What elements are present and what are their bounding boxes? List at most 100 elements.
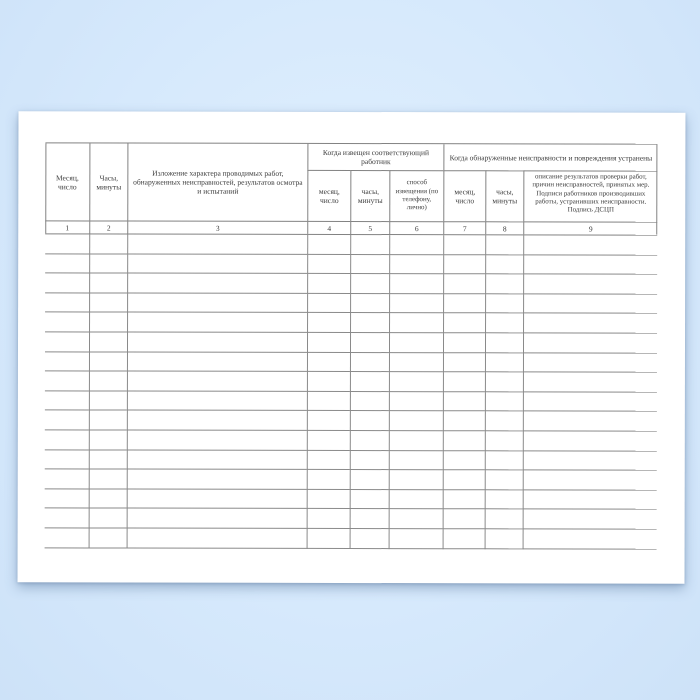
empty-cell (388, 352, 443, 373)
empty-cell (126, 508, 307, 529)
empty-cell (127, 234, 308, 255)
empty-cell (126, 352, 307, 373)
column-number-1: 1 (45, 220, 90, 234)
empty-cell (523, 313, 658, 334)
header-cell-fixed-month-day: месяц, число (443, 170, 486, 222)
empty-cell (89, 254, 128, 274)
header-right-border (656, 144, 658, 235)
empty-cell (442, 431, 485, 451)
empty-cell (442, 470, 485, 490)
empty-cell (388, 509, 443, 530)
empty-cell (389, 254, 444, 275)
empty-cell (388, 528, 443, 549)
empty-cell (126, 371, 307, 392)
empty-cell (484, 411, 523, 432)
empty-cell (388, 489, 443, 510)
empty-cell (484, 431, 523, 451)
empty-cell (485, 313, 524, 334)
column-number-8: 8 (485, 221, 524, 235)
empty-cell (44, 410, 89, 431)
empty-cell (45, 312, 90, 333)
empty-cell (522, 470, 657, 491)
empty-cell (44, 391, 89, 411)
empty-cell (389, 313, 444, 334)
empty-cell (443, 254, 486, 275)
empty-cell (442, 450, 485, 471)
empty-cell (484, 509, 523, 530)
empty-cell (389, 293, 444, 314)
empty-cell (44, 430, 89, 450)
empty-cell (307, 274, 351, 294)
empty-cell (523, 235, 658, 256)
empty-cell (485, 294, 524, 314)
table-header: Месяц, число Часы, минуты Изложение хара… (45, 142, 658, 236)
empty-cell (307, 293, 351, 314)
empty-cell (442, 529, 485, 549)
empty-cell (306, 450, 350, 471)
paper-sheet: Месяц, число Часы, минуты Изложение хара… (17, 111, 686, 584)
header-cell-results-description: описание результатов проверки работ, при… (523, 170, 658, 222)
empty-cell (388, 431, 443, 451)
empty-cell (350, 293, 390, 314)
header-cell-notified-month-day: месяц, число (307, 169, 351, 221)
empty-cell (44, 469, 89, 490)
header-cell-notified-hours-minutes: часы, минуты (350, 169, 390, 222)
empty-cell (349, 332, 390, 353)
empty-cell (523, 254, 658, 275)
empty-cell (485, 274, 524, 295)
empty-cell (442, 352, 485, 373)
empty-cell (522, 411, 657, 432)
column-number-2: 2 (89, 220, 128, 234)
empty-cell (485, 235, 524, 255)
empty-cell (306, 372, 350, 392)
empty-cell (522, 450, 657, 471)
empty-cell (44, 508, 89, 529)
empty-cell (306, 509, 350, 529)
empty-cell (44, 528, 89, 548)
empty-cell (522, 509, 657, 530)
empty-cell (442, 509, 485, 530)
empty-cell (443, 235, 486, 255)
empty-cell (88, 430, 127, 451)
column-number-7: 7 (443, 221, 486, 235)
empty-cell (127, 312, 308, 333)
empty-cell (523, 294, 658, 315)
empty-cell (127, 293, 308, 314)
empty-cell (389, 274, 444, 294)
empty-cell (45, 234, 90, 255)
empty-cell (89, 312, 128, 333)
empty-cell (44, 371, 89, 392)
empty-cell (522, 392, 657, 412)
empty-cell (522, 490, 657, 510)
empty-cell (349, 411, 389, 432)
empty-cell (350, 274, 390, 294)
empty-cell (307, 234, 351, 255)
empty-cell (522, 431, 657, 452)
empty-cell (88, 449, 127, 470)
empty-cell (442, 391, 485, 412)
empty-cell (45, 273, 90, 294)
empty-cell (306, 528, 350, 549)
empty-cell (306, 430, 350, 451)
header-left-border (45, 143, 47, 234)
empty-cell (443, 313, 486, 334)
empty-cell (484, 470, 523, 491)
empty-cell (388, 372, 443, 392)
empty-cell (126, 391, 307, 412)
empty-cell (88, 332, 128, 353)
empty-cell (443, 274, 486, 295)
empty-cell (484, 333, 524, 353)
empty-cell (45, 253, 90, 274)
empty-cell (349, 489, 389, 510)
log-table: Месяц, число Часы, минуты Изложение хара… (44, 142, 658, 550)
empty-cell (484, 450, 523, 471)
empty-cell (388, 470, 443, 490)
empty-cell (350, 313, 390, 334)
empty-cell (126, 410, 307, 431)
empty-cell (442, 489, 485, 510)
header-cell-hours-minutes: Часы, минуты (89, 143, 128, 221)
empty-cell (523, 274, 658, 295)
empty-cell (443, 293, 486, 314)
empty-cell (306, 352, 350, 373)
empty-cell (126, 332, 308, 353)
